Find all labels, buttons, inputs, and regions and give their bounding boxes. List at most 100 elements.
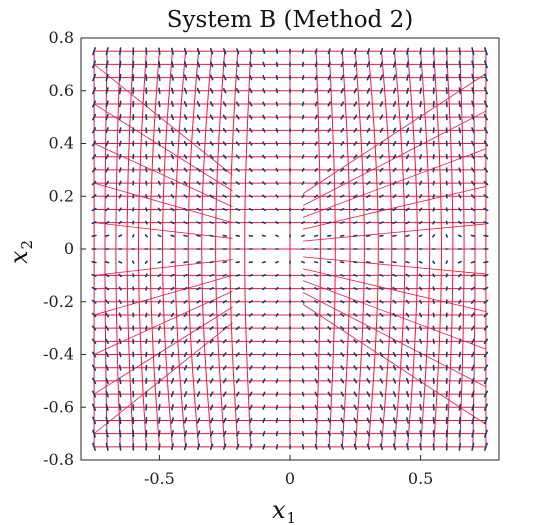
vector-arrow	[248, 221, 253, 224]
vector-arrow	[392, 154, 397, 160]
vector-arrow	[248, 207, 253, 211]
vector-arrow	[366, 154, 371, 159]
vector-arrow	[301, 339, 305, 344]
vector-arrow	[209, 47, 214, 55]
vector-arrow	[483, 390, 489, 398]
vector-arrow	[248, 326, 253, 331]
vector-arrow	[340, 88, 345, 94]
vector-arrow	[249, 391, 253, 397]
vector-arrow	[171, 430, 174, 438]
vector-arrow	[419, 416, 422, 424]
vector-arrow	[483, 87, 489, 95]
vector-arrow	[183, 47, 188, 55]
vector-arrow	[262, 352, 266, 357]
vector-arrow	[353, 101, 358, 107]
vector-arrow	[327, 443, 331, 450]
vector-arrow	[158, 60, 161, 68]
vector-arrow	[262, 61, 266, 68]
vector-arrow	[301, 194, 305, 199]
vector-arrow	[91, 180, 97, 186]
vector-arrow	[379, 286, 384, 291]
vector-arrow	[471, 127, 475, 134]
vector-arrow	[171, 404, 174, 411]
vector-arrow	[209, 181, 214, 185]
vector-arrow	[353, 313, 358, 317]
vector-arrow	[196, 127, 201, 133]
vector-arrow	[249, 404, 253, 410]
vector-arrow	[236, 88, 240, 94]
vector-arrow	[196, 378, 201, 384]
vector-arrow	[275, 48, 279, 54]
vector-arrow	[379, 351, 384, 358]
vector-arrow	[157, 220, 162, 225]
vector-arrow	[222, 61, 227, 68]
vector-arrow	[249, 48, 253, 55]
vector-arrow	[483, 180, 489, 186]
vector-arrow	[419, 443, 422, 451]
vector-arrow	[171, 417, 174, 424]
vector-arrow	[458, 194, 462, 199]
vector-arrow	[104, 260, 110, 264]
vector-arrow	[91, 194, 97, 199]
vector-arrow	[261, 221, 266, 224]
vector-arrow	[158, 325, 161, 331]
vector-arrow	[235, 167, 240, 172]
vector-arrow	[196, 154, 201, 159]
vector-arrow	[419, 403, 422, 411]
vector-arrow	[249, 61, 253, 68]
vector-arrow	[248, 287, 253, 291]
vector-arrow	[366, 312, 371, 317]
vector-arrow	[392, 127, 397, 133]
vector-arrow	[105, 390, 109, 398]
vector-arrow	[471, 351, 475, 358]
vector-arrow	[471, 403, 475, 411]
mesh-diagonal	[93, 306, 233, 395]
y-tick-label: 0.2	[49, 186, 74, 205]
vector-arrow	[222, 352, 227, 357]
vector-arrow	[405, 194, 410, 199]
vector-arrow	[262, 167, 266, 172]
vector-arrow	[314, 417, 318, 424]
vector-arrow	[223, 443, 227, 450]
vector-arrow	[249, 74, 253, 81]
vector-arrow	[471, 73, 475, 82]
mesh-diagonal	[302, 185, 487, 230]
vector-arrow	[235, 300, 240, 304]
vector-arrow	[483, 127, 489, 134]
vector-arrow	[432, 325, 435, 331]
vector-arrow	[353, 48, 358, 55]
vector-arrow	[483, 364, 489, 371]
vector-arrow	[158, 430, 161, 438]
vector-arrow	[274, 234, 279, 237]
vector-arrow	[209, 74, 214, 81]
vector-arrow	[275, 352, 279, 357]
vector-arrow	[314, 61, 318, 68]
vector-arrow	[157, 312, 161, 318]
vector-arrow	[405, 154, 410, 160]
vector-arrow	[379, 207, 384, 211]
vector-arrow	[118, 273, 122, 278]
vector-arrow	[471, 338, 475, 345]
vector-arrow	[353, 194, 358, 198]
vector-arrow	[92, 73, 97, 82]
vector-arrow	[483, 154, 489, 160]
vector-arrow	[261, 194, 266, 198]
vector-arrow	[470, 207, 476, 212]
vector-arrow	[118, 286, 122, 291]
vector-arrow	[365, 261, 371, 264]
vector-arrow	[92, 87, 97, 95]
vector-arrow	[392, 391, 397, 398]
vector-arrow	[301, 207, 305, 212]
vector-arrow	[249, 417, 253, 424]
vector-arrow	[170, 312, 175, 318]
vector-arrow	[118, 325, 122, 331]
vector-arrow	[326, 261, 332, 264]
vector-arrow	[327, 378, 331, 384]
vector-arrow	[458, 390, 462, 398]
vector-arrow	[105, 364, 109, 371]
vector-arrow	[209, 207, 214, 211]
vector-arrow	[158, 167, 161, 173]
vector-arrow	[275, 75, 279, 81]
vector-arrow	[235, 181, 240, 185]
vector-arrow	[314, 443, 318, 450]
